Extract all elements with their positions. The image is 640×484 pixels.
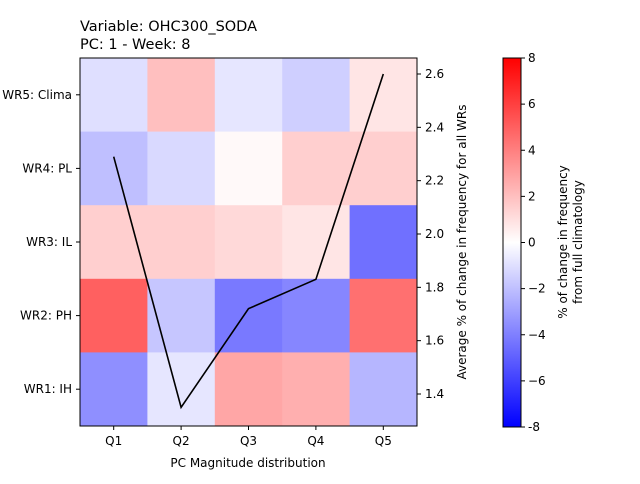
- heatmap-cell: [80, 278, 148, 353]
- colorbar-tick-label: 2: [528, 189, 536, 203]
- heatmap-cell: [282, 131, 351, 206]
- colorbar-tick-label: −4: [528, 328, 546, 342]
- chart-title-line2: PC: 1 - Week: 8: [80, 37, 191, 53]
- heatmap-cell: [147, 352, 216, 427]
- heatmap-cells: [80, 58, 418, 427]
- heatmap-cell: [80, 352, 148, 427]
- x-tick-label: Q1: [105, 434, 122, 448]
- heatmap-cell: [349, 58, 418, 133]
- average-change-line: [112, 73, 385, 410]
- heatmap-cell: [349, 278, 418, 353]
- heatmap-cell: [147, 58, 216, 133]
- colorbar-tick-label: 4: [528, 143, 536, 157]
- heatmap-cell: [80, 205, 148, 280]
- heatmap-cell: [214, 58, 283, 133]
- colorbar-label-line1: % of change in frequency: [556, 165, 570, 319]
- heatmap-cell: [349, 205, 418, 280]
- heatmap-cell: [214, 205, 283, 280]
- right-axis-ticks: 1.4 1.6 1.8 2.0 2.2 2.4 2.6: [417, 67, 444, 401]
- heatmap-cell: [349, 352, 418, 427]
- heatmap-cell: [282, 352, 351, 427]
- x-axis-ticks: Q1 Q2 Q3 Q4 Q5: [105, 426, 392, 448]
- colorbar-tick-label: −6: [528, 374, 546, 388]
- heatmap-cell: [80, 131, 148, 206]
- y-tick-label: WR3: IL: [26, 235, 72, 249]
- heatmap-cell: [214, 352, 283, 427]
- heatmap-cell: [147, 205, 216, 280]
- right-tick-label: 1.6: [425, 334, 444, 348]
- right-tick-label: 2.4: [425, 120, 444, 134]
- x-tick-label: Q3: [240, 434, 257, 448]
- right-tick-label: 2.2: [425, 174, 444, 188]
- colorbar-label-line2: from full climatology: [571, 180, 585, 304]
- chart-title-line1: Variable: OHC300_SODA: [80, 19, 257, 35]
- heatmap-cell: [147, 131, 216, 206]
- x-tick-label: Q4: [307, 434, 324, 448]
- colorbar-tick-label: −2: [528, 282, 546, 296]
- heatmap-cell: [214, 131, 283, 206]
- right-tick-label: 2.0: [425, 227, 444, 241]
- right-tick-label: 2.6: [425, 67, 444, 81]
- colorbar-ticks: -8 −6 −4 −2 0 2 4 6 8: [521, 51, 546, 434]
- heatmap-cell: [282, 205, 351, 280]
- heatmap-cell: [349, 131, 418, 206]
- x-axis-label: PC Magnitude distribution: [170, 456, 325, 470]
- heatmap-cell: [282, 278, 351, 353]
- y-axis-ticks: WR5: Clima WR4: PL WR3: IL WR2: PH WR1: IH: [2, 88, 80, 396]
- colorbar-tick-label: 6: [528, 97, 536, 111]
- colorbar: [502, 57, 522, 428]
- y-tick-label: WR4: PL: [22, 161, 72, 175]
- colorbar-tick-label: 0: [528, 236, 536, 250]
- y-tick-label: WR1: IH: [24, 382, 72, 396]
- y-tick-label: WR2: PH: [20, 309, 72, 323]
- colorbar-tick-label: 8: [528, 51, 536, 65]
- right-tick-label: 1.8: [425, 280, 444, 294]
- heatmap-cell: [80, 58, 148, 133]
- right-axis-label: Average % of change in frequency for all…: [455, 104, 469, 379]
- y-tick-label: WR5: Clima: [2, 88, 72, 102]
- right-tick-label: 1.4: [425, 387, 444, 401]
- x-tick-label: Q2: [173, 434, 190, 448]
- colorbar-tick-label: -8: [528, 420, 540, 434]
- heatmap-cell: [282, 58, 351, 133]
- heatmap-cell: [147, 278, 216, 353]
- x-tick-label: Q5: [375, 434, 392, 448]
